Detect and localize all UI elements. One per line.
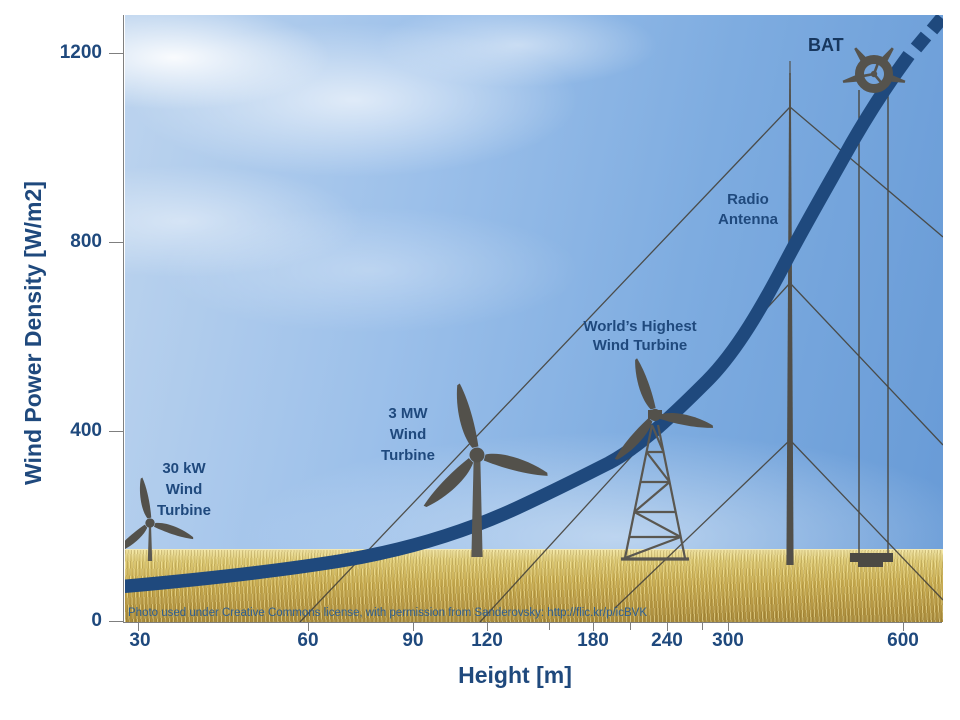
x-tick-label: 30 — [129, 630, 151, 651]
y-tick-label: 1200 — [59, 42, 102, 63]
annotation-bat: BAT — [808, 35, 844, 55]
x-tick-label: 120 — [471, 630, 503, 651]
sky-photo — [125, 15, 943, 622]
x-tick — [903, 623, 904, 631]
scene-graphics — [125, 15, 943, 622]
x-tick-label: 240 — [651, 630, 683, 651]
x-axis-line — [123, 622, 942, 623]
x-minor-tick — [702, 623, 703, 630]
y-tick-label: 400 — [70, 420, 102, 441]
x-minor-tick — [549, 623, 550, 630]
turbine-3mw-illustration — [395, 367, 554, 557]
x-tick-label: 300 — [712, 630, 744, 651]
annotation-turbine-30kw: 30 kW Wind Turbine — [139, 458, 229, 521]
annotation-line: Radio — [727, 191, 769, 208]
x-tick-label: 180 — [577, 630, 609, 651]
annotation-line: Wind — [389, 426, 427, 443]
y-tick — [109, 621, 123, 622]
x-axis-title: Height [m] — [458, 662, 572, 688]
x-tick — [138, 623, 139, 631]
annotation-line: 3 MW — [388, 405, 428, 422]
annotation-line: 30 kW — [162, 460, 206, 477]
annotation-line: Antenna — [718, 211, 778, 228]
plot-area: 30 kW Wind Turbine 3 MW Wind Turbine Wor… — [125, 15, 943, 622]
x-tick — [487, 623, 488, 631]
x-tick — [413, 623, 414, 631]
curve-solid — [125, 51, 915, 594]
y-tick — [109, 242, 123, 243]
wind-power-curve — [125, 15, 943, 594]
annotation-line: Wind — [165, 481, 203, 498]
annotation-highest-turbine: World’s Highest Wind Turbine — [550, 317, 730, 355]
x-tick-label: 60 — [297, 630, 319, 651]
x-minor-tick — [630, 623, 631, 630]
x-tick — [667, 623, 668, 631]
y-tick-label: 0 — [91, 610, 102, 631]
annotation-line: Turbine — [157, 502, 211, 519]
annotation-radio-antenna: Radio Antenna — [693, 190, 803, 230]
y-tick — [109, 53, 123, 54]
y-axis-line — [123, 15, 124, 623]
bat-tethers — [850, 90, 893, 567]
x-tick — [593, 623, 594, 631]
x-tick — [728, 623, 729, 631]
annotation-line: Wind Turbine — [592, 337, 688, 354]
y-tick — [109, 431, 123, 432]
x-tick-label: 90 — [402, 630, 424, 651]
highest-turbine-illustration — [585, 341, 719, 561]
photo-credit-caption: Photo used under Creative Commons licens… — [128, 607, 647, 619]
annotation-line: World’s Highest — [583, 318, 697, 335]
radio-antenna-illustration — [786, 61, 794, 565]
annotation-line: Turbine — [381, 447, 435, 464]
x-tick-label: 600 — [887, 630, 919, 651]
annotation-turbine-3mw: 3 MW Wind Turbine — [363, 403, 453, 466]
x-tick — [308, 623, 309, 631]
turbine-30kw-illustration — [125, 470, 197, 561]
curve-dashed-extrapolation — [910, 15, 943, 53]
y-tick-label: 800 — [70, 231, 102, 252]
bat-illustration — [842, 47, 906, 93]
y-axis-title: Wind Power Density [W/m2] — [20, 181, 46, 485]
